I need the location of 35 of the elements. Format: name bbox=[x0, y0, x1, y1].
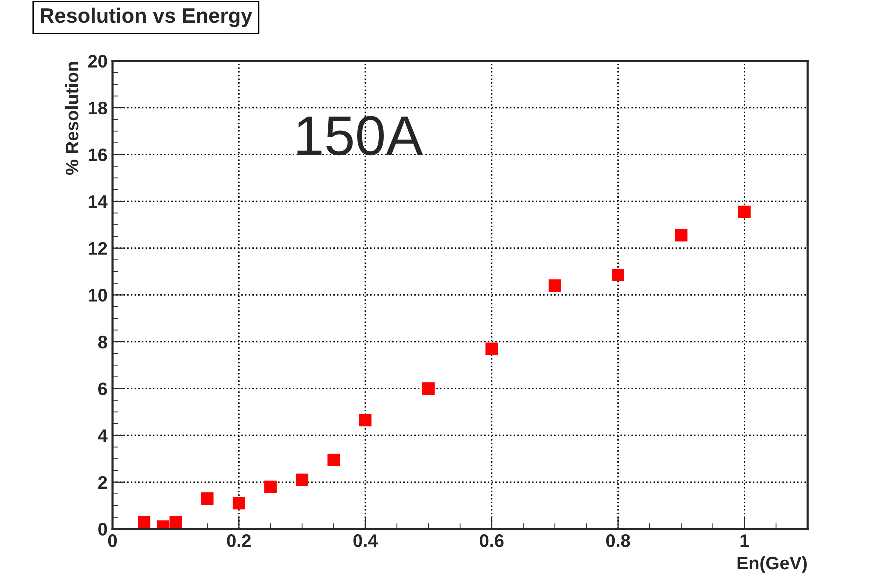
point bbox=[232, 497, 246, 510]
y-tick-label: 0 bbox=[98, 523, 108, 536]
y-tick-label: 10 bbox=[88, 289, 108, 302]
point bbox=[486, 342, 498, 356]
x-axis-title: En(GeV) bbox=[738, 556, 807, 574]
y-tick-label: 4 bbox=[98, 430, 108, 442]
y-tick-label: 12 bbox=[88, 242, 108, 255]
point bbox=[612, 269, 625, 282]
y-tick-label: 2 bbox=[98, 476, 108, 489]
point bbox=[422, 382, 435, 395]
y-tick-label: 6 bbox=[98, 382, 108, 396]
point bbox=[548, 280, 562, 292]
point bbox=[675, 229, 688, 242]
point bbox=[264, 480, 277, 494]
y-tick-label: 18 bbox=[88, 102, 108, 115]
y-tick-label: 14 bbox=[88, 196, 108, 208]
point bbox=[328, 454, 340, 466]
y-tick-label: 8 bbox=[98, 336, 108, 349]
x-tick-label: 1 bbox=[740, 534, 750, 548]
y-tick-label: 16 bbox=[88, 148, 108, 162]
annotation: 150A bbox=[298, 116, 424, 156]
point bbox=[359, 414, 372, 427]
y-tick-label: 20 bbox=[88, 55, 108, 68]
point bbox=[738, 206, 751, 218]
x-tick-label: 0.4 bbox=[354, 534, 378, 548]
x-tick-label: 0.8 bbox=[606, 534, 630, 548]
point bbox=[296, 474, 309, 486]
point bbox=[170, 516, 182, 528]
x-tick-label: 0.6 bbox=[480, 534, 504, 548]
point bbox=[201, 492, 214, 505]
x-tick-label: 0 bbox=[108, 534, 118, 548]
x-tick-label: 0.2 bbox=[227, 534, 251, 548]
point bbox=[138, 516, 151, 528]
y-axis-title: % Resolution bbox=[65, 62, 79, 176]
chart-title: Resolution vs Energy bbox=[41, 8, 253, 28]
